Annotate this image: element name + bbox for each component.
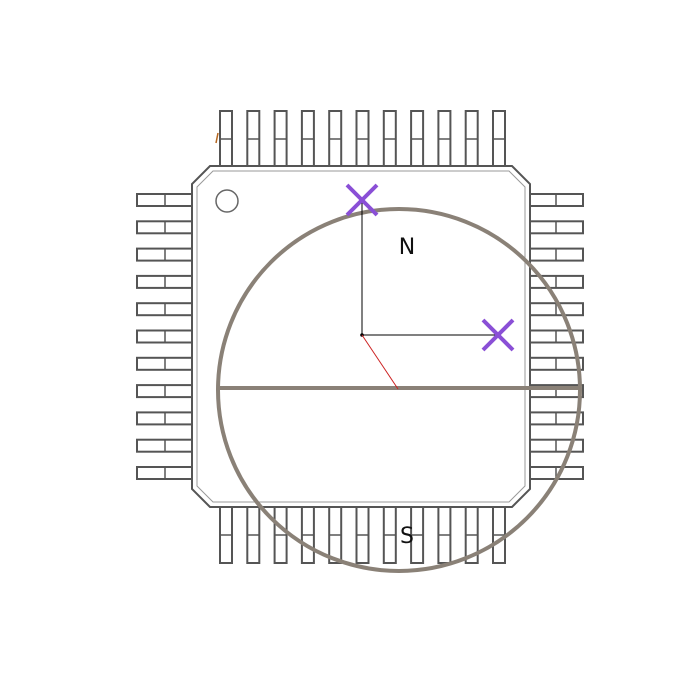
- pin-top: [355, 110, 370, 168]
- chip-body-outline: [191, 165, 531, 508]
- pin-bottom: [492, 506, 506, 564]
- pin-top: [300, 110, 315, 168]
- pin-left: [136, 193, 194, 207]
- pin-bottom: [355, 506, 370, 564]
- pin-top: [410, 110, 425, 168]
- pin-right: [528, 302, 584, 317]
- pin-right: [528, 438, 584, 453]
- pin-bottom: [300, 506, 315, 564]
- pin-top: [492, 110, 506, 168]
- pin-bottom: [464, 506, 479, 564]
- chip-body-inner-outline: [196, 170, 526, 503]
- marker-top-x-icon: [345, 183, 379, 217]
- pin-right: [528, 411, 584, 426]
- pin-left: [136, 302, 194, 317]
- pins-bottom: [219, 506, 506, 564]
- pin-right: [528, 274, 584, 289]
- radius-line: [361, 334, 399, 390]
- pin-left: [136, 329, 194, 344]
- pin-top: [464, 110, 479, 168]
- pin-left: [136, 220, 194, 235]
- pin-top: [219, 110, 233, 168]
- pin-right: [528, 247, 584, 262]
- pin-top: [437, 110, 452, 168]
- pin-bottom: [382, 506, 397, 564]
- tick-mark: [215, 132, 219, 144]
- pin-left: [136, 356, 194, 371]
- pin-left: [136, 411, 194, 426]
- pin-bottom: [328, 506, 343, 564]
- pin-left: [136, 274, 194, 289]
- pin-left: [136, 384, 194, 399]
- pins-left: [136, 193, 194, 480]
- pin-top: [273, 110, 288, 168]
- pins-top: [219, 110, 506, 168]
- pin-right: [528, 356, 584, 371]
- marker-right-x-icon: [481, 318, 515, 352]
- pin-bottom: [246, 506, 261, 564]
- pin-bottom: [273, 506, 288, 564]
- pin-left: [136, 466, 194, 480]
- pin1-indicator: [215, 189, 239, 213]
- pin-bottom: [437, 506, 452, 564]
- pin-top: [246, 110, 261, 168]
- pin-top: [382, 110, 397, 168]
- pin-bottom: [219, 506, 233, 564]
- pin-top: [328, 110, 343, 168]
- pin-right: [528, 220, 584, 235]
- pin-left: [136, 438, 194, 453]
- pin-right: [528, 193, 584, 207]
- north-label: N: [399, 235, 415, 260]
- south-label: S: [400, 524, 414, 549]
- pin-left: [136, 247, 194, 262]
